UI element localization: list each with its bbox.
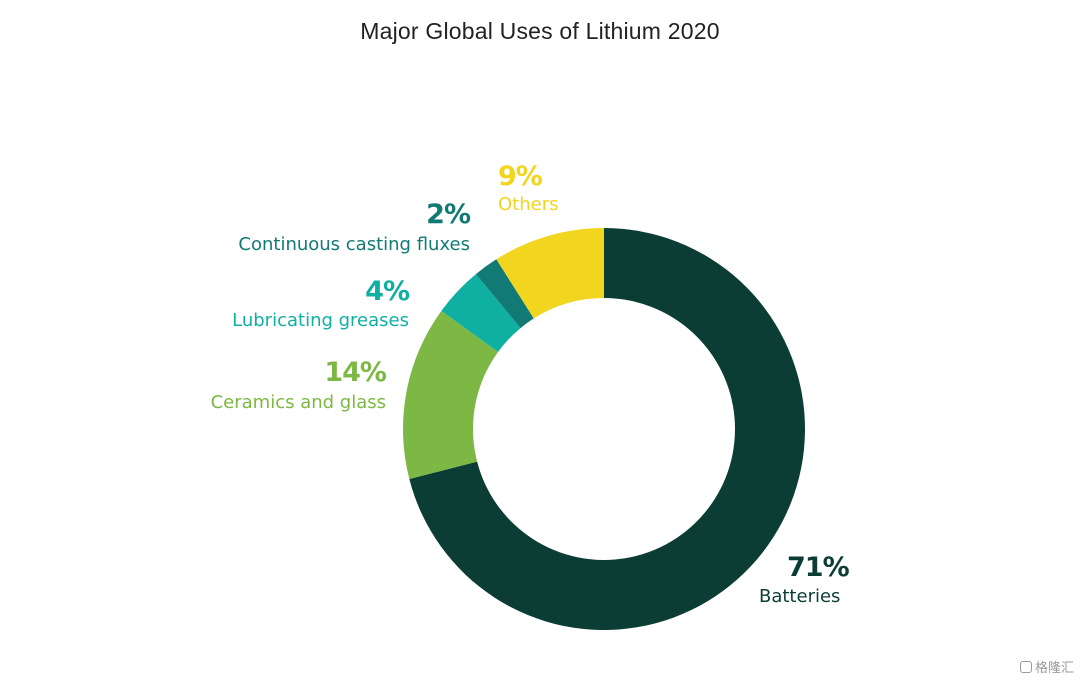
category-label-continuous-casting-fluxes: Continuous casting fluxes — [238, 234, 470, 255]
chart-title: Major Global Uses of Lithium 2020 — [360, 18, 720, 44]
data-label-continuous-casting-fluxes: 2% — [426, 199, 471, 230]
data-label-batteries: 71% — [787, 552, 850, 583]
slice-batteries — [409, 228, 805, 630]
category-label-others: Others — [498, 194, 559, 215]
donut-slices — [403, 228, 805, 630]
category-label-lubricating-greases: Lubricating greases — [232, 310, 409, 331]
slice-continuous-casting-fluxes — [475, 259, 534, 329]
data-label-ceramics-and-glass: 14% — [324, 357, 387, 388]
watermark: 格隆汇 — [1019, 657, 1074, 676]
category-label-batteries: Batteries — [759, 586, 840, 607]
category-label-ceramics-and-glass: Ceramics and glass — [211, 392, 386, 413]
data-label-others: 9% — [498, 161, 543, 192]
slice-labels: 71% Batteries 14% Ceramics and glass 4% Lubri… — [211, 161, 851, 607]
data-label-lubricating-greases: 4% — [365, 276, 410, 307]
slice-others — [496, 228, 604, 319]
slice-ceramics-and-glass — [403, 310, 499, 479]
watermark-text: 格隆汇 — [1034, 661, 1074, 676]
watermark-logo-icon — [1019, 660, 1032, 673]
slice-lubricating-greases — [441, 274, 521, 353]
